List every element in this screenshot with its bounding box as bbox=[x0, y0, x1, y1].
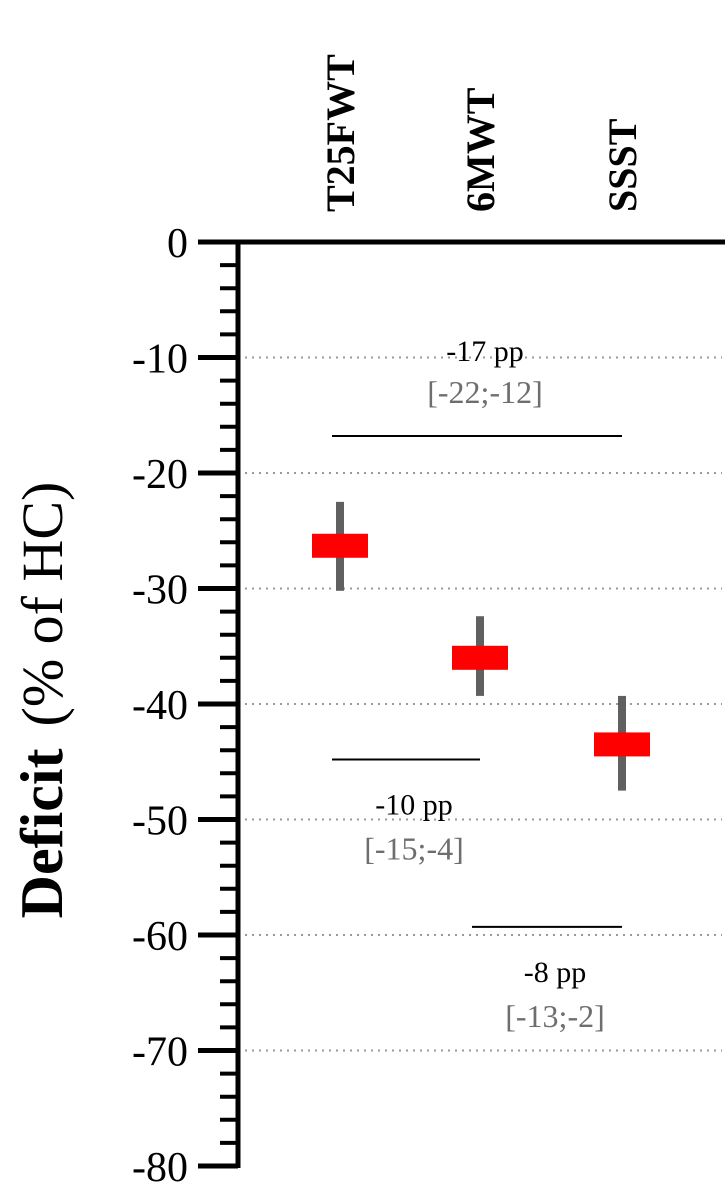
mean-marker bbox=[452, 645, 508, 670]
y-tick-label: -80 bbox=[132, 1145, 188, 1190]
category-label: SSST bbox=[600, 118, 645, 212]
mean-marker bbox=[312, 533, 368, 558]
y-axis-title: Deficit (% of HC) bbox=[9, 482, 75, 919]
y-axis-title-rest: (% of HC) bbox=[10, 482, 75, 727]
category-labels: T25FWT 6MWT SSST bbox=[318, 54, 645, 212]
y-tick-label: -70 bbox=[132, 1030, 188, 1076]
comparison-ci: [-13;-2] bbox=[505, 998, 605, 1034]
mean-marker bbox=[594, 732, 650, 757]
y-tick-label: -40 bbox=[132, 683, 188, 729]
comparison-label: -8 pp bbox=[524, 956, 587, 989]
y-ticks: 0 -10 -20 -30 -40 -50 -60 -70 -80 bbox=[132, 221, 238, 1190]
svg-text:Deficit (% of HC): Deficit (% of HC) bbox=[9, 482, 75, 919]
grid-lines bbox=[245, 356, 722, 1052]
comparisons: -17 pp [-22;-12] -10 pp [-15;-4] -8 pp [-13;-… bbox=[332, 335, 622, 1034]
y-tick-label: -30 bbox=[132, 568, 188, 614]
y-tick-label: -60 bbox=[132, 914, 188, 960]
y-tick-label: -20 bbox=[132, 452, 188, 498]
y-tick-label: 0 bbox=[167, 221, 188, 267]
y-tick-label: -10 bbox=[132, 337, 188, 383]
comparison-ci: [-15;-4] bbox=[364, 830, 464, 866]
category-label: 6MWT bbox=[458, 87, 503, 212]
data-points bbox=[312, 501, 650, 791]
comparison-label: -10 pp bbox=[375, 788, 453, 821]
y-axis-title-bold: Deficit bbox=[9, 748, 75, 918]
comparison-label: -17 pp bbox=[446, 335, 524, 368]
category-label: T25FWT bbox=[318, 54, 363, 212]
y-tick-label: -50 bbox=[132, 799, 188, 845]
comparison-ci: [-22;-12] bbox=[427, 374, 543, 410]
